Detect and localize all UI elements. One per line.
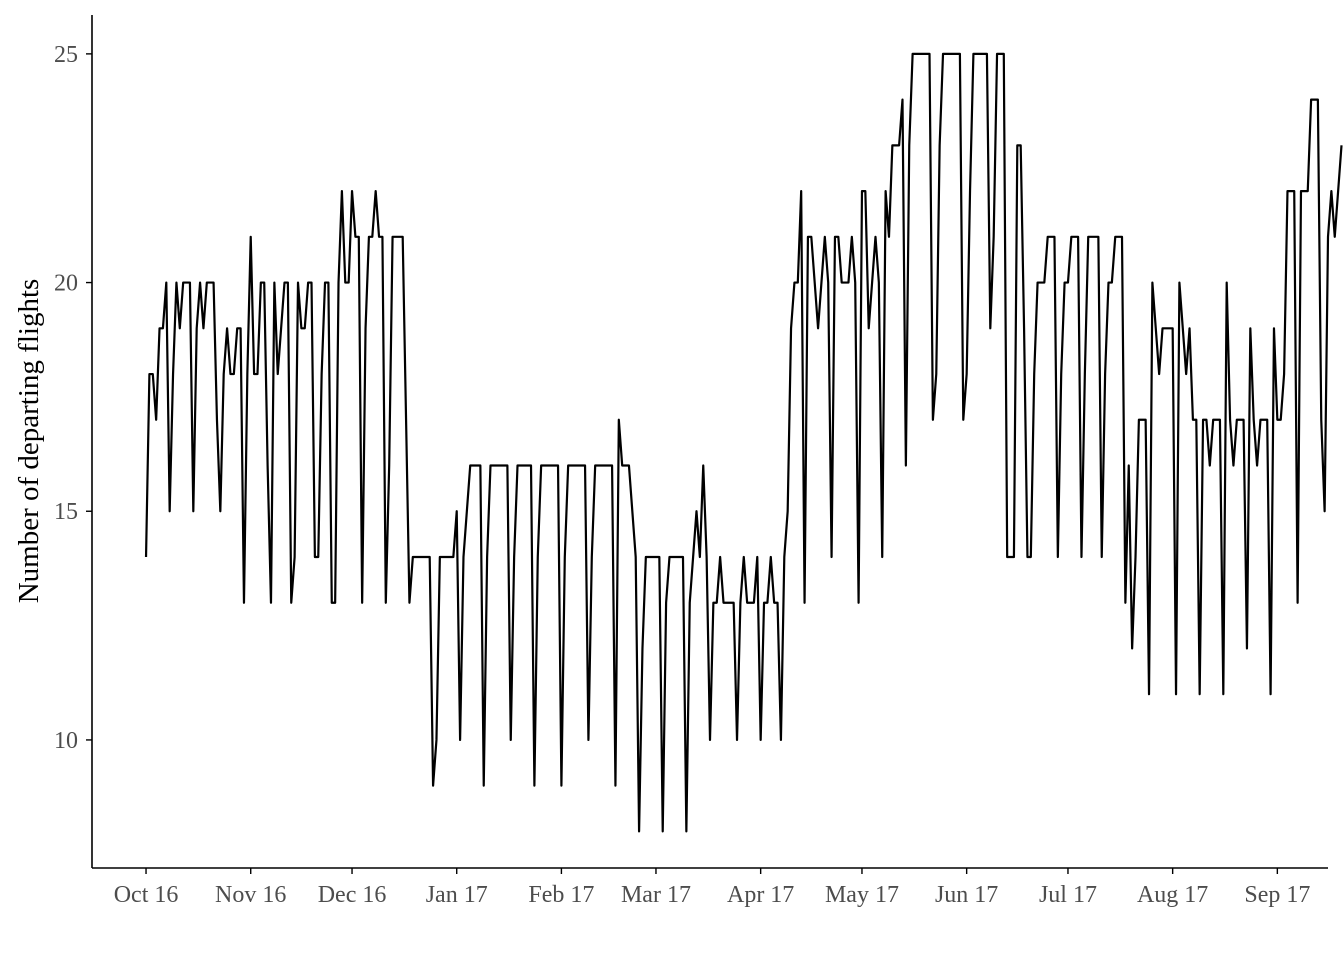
x-tick-label: May 17	[825, 882, 899, 908]
x-ticks: Oct 16 Nov 16 Dec 16 Jan 17 Feb 17 Mar 17 Apr …	[114, 868, 1310, 908]
y-tick-label: 25	[54, 42, 78, 68]
y-tick-label: 10	[54, 728, 78, 754]
plot-area	[144, 52, 1343, 833]
x-tick-label: Aug 17	[1137, 882, 1208, 908]
x-tick-label: Feb 17	[528, 882, 594, 908]
x-tick-label: Sep 17	[1244, 882, 1310, 908]
x-tick-label: Dec 16	[318, 882, 387, 908]
x-tick-label: Jun 17	[935, 882, 998, 908]
x-tick-label: Oct 16	[114, 882, 179, 908]
x-tick-label: Jan 17	[426, 882, 488, 908]
y-ticks: 10 15 20 25	[54, 42, 92, 754]
x-tick-label: Apr 17	[727, 882, 794, 908]
x-tick-label: Mar 17	[621, 882, 691, 908]
y-axis-title: Number of departing flights	[13, 279, 45, 604]
x-tick-label: Jul 17	[1039, 882, 1097, 908]
y-tick-label: 20	[54, 271, 78, 297]
series-line	[144, 52, 1343, 833]
y-tick-label: 15	[54, 499, 78, 525]
x-tick-label: Nov 16	[215, 882, 286, 908]
